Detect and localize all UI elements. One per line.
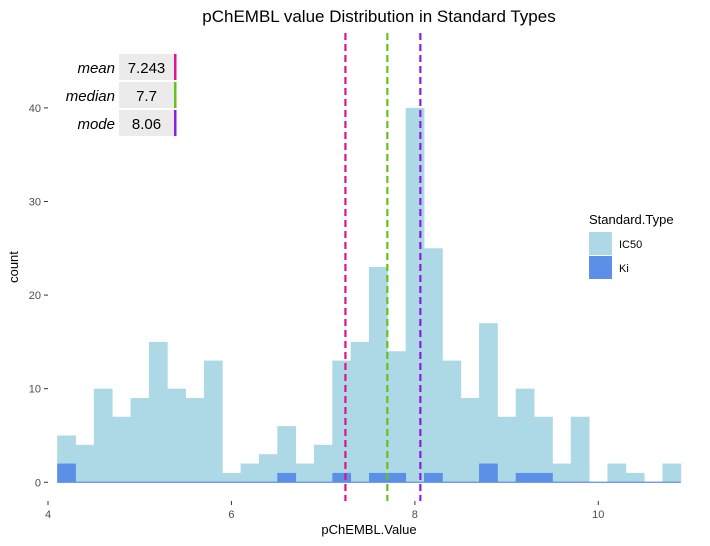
bar-ic50-24 [497,416,517,483]
bar-ki-0 [57,463,76,483]
bar-ic50-3 [112,416,131,483]
bar-ic50-9 [222,472,241,483]
bar-ic50-27 [552,463,572,483]
bar-ic50-31 [625,472,645,483]
bar-ic50-10 [240,463,260,483]
bar-ki-20 [424,472,443,483]
median-value: 7.7 [136,88,157,105]
bar-ic50-2 [93,388,113,483]
x-axis-title: pChEMBL.Value [321,522,416,537]
legend: Standard.Type IC50 Ki [589,212,674,279]
legend-label-ki: Ki [619,263,629,275]
bar-ic50-13 [295,463,315,483]
bar-ic50-22 [460,398,480,483]
x-tick-label-10: 10 [592,509,604,521]
y-tick-label-0: 0 [35,477,41,489]
bar-ic50-30 [607,463,627,483]
stats-table: mean 7.243 median 7.7 mode 8.06 [66,54,177,136]
mean-value: 7.243 [128,60,166,77]
bar-ic50-6 [167,388,186,483]
mean-value-cell [119,54,174,80]
bar-ki-26 [534,472,553,483]
bar-ic50-28 [570,416,590,483]
reference-lines [344,33,422,501]
legend-swatch-ki [589,256,612,279]
bar-ki-17 [369,472,388,483]
bar-ic50-23 [479,323,498,483]
bar-ic50-16 [350,341,370,483]
legend-title: Standard.Type [589,212,674,227]
bar-ic50-8 [203,360,223,483]
x-axis: 4 6 8 10 [45,501,604,521]
mean-color-mark [174,54,177,80]
bar-ic50-17 [369,267,388,483]
x-tick-label-4: 4 [45,509,51,521]
mode-value-cell [119,110,174,136]
chart-title: pChEMBL value Distribution in Standard T… [202,7,555,26]
mode-color-mark [174,110,177,136]
bar-ic50-11 [258,454,278,483]
median-label: median [66,88,115,105]
bar-ki-12 [277,472,297,483]
mean-label: mean [77,60,115,77]
bar-ki-23 [479,463,498,483]
y-axis: 0 10 20 30 40 [29,103,48,489]
bar-ic50-25 [515,388,535,483]
bar-ic50-4 [130,398,150,483]
bar-ic50-20 [424,248,443,483]
bar-ic50-19 [405,107,425,483]
x-tick-label-8: 8 [412,509,418,521]
bar-ki-25 [515,472,535,483]
y-axis-title: count [6,251,21,283]
bar-ic50-26 [534,416,553,483]
median-value-cell [119,82,174,108]
bar-ic50-33 [662,463,682,483]
mode-value: 8.06 [132,116,161,133]
bar-ic50-7 [185,398,205,483]
y-tick-label-20: 20 [29,290,41,302]
ki-bars [57,463,681,483]
bar-ic50-21 [442,360,462,483]
bar-ic50-15 [332,360,352,483]
bar-ki-15 [332,472,352,483]
y-tick-label-10: 10 [29,384,41,396]
bar-ic50-5 [148,341,168,483]
x-tick-label-6: 6 [228,509,234,521]
mode-label: mode [77,116,115,133]
bar-ic50-18 [387,351,407,483]
bar-ic50-14 [313,444,333,483]
bar-ic50-1 [75,444,95,483]
bar-ki-18 [387,472,407,483]
bar-ic50-12 [277,426,297,483]
legend-label-ic50: IC50 [619,239,642,251]
y-tick-label-30: 30 [29,196,41,208]
median-color-mark [174,82,177,108]
y-tick-label-40: 40 [29,103,41,115]
legend-swatch-ic50 [589,232,612,255]
